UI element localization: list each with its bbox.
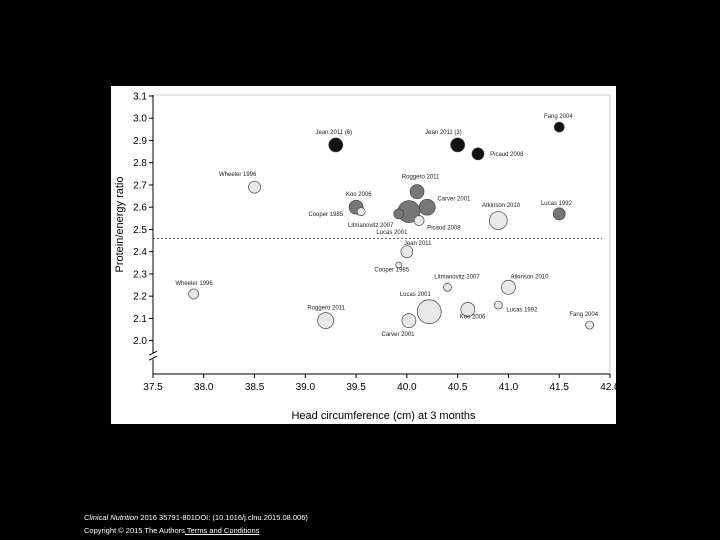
point-annotation: Roggero 2011	[307, 306, 345, 312]
x-tick-label: 40.5	[448, 382, 468, 393]
axis-break-gap	[149, 353, 157, 360]
y-tick-label: 3.1	[133, 92, 147, 103]
data-point	[395, 261, 403, 269]
y-tick-label: 2.0	[133, 336, 147, 347]
citation-line: Clinical Nutrition 2016 35791-801DOI: (1…	[84, 513, 308, 522]
y-tick-label: 2.4	[133, 247, 147, 258]
x-tick-label: 38.5	[245, 382, 265, 393]
y-tick-label: 2.8	[133, 158, 147, 169]
data-point	[443, 282, 452, 292]
data-point	[328, 137, 344, 153]
x-tick-label: 39.5	[346, 382, 366, 393]
point-annotation: Wheeler 1996	[219, 172, 257, 178]
data-point	[552, 207, 566, 221]
point-annotation: Jean 2011 (3)	[425, 130, 462, 136]
data-point	[488, 211, 508, 230]
point-annotation: Fang 2004	[544, 114, 573, 120]
y-tick-label: 2.5	[133, 225, 147, 236]
data-point	[501, 279, 516, 295]
point-annotation: Wheeler 1996	[175, 281, 213, 287]
copyright-line: Copyright © 2015 The Authors Terms and C…	[84, 526, 259, 535]
point-annotation: Lucas 1992	[506, 308, 538, 314]
y-tick-label: 2.6	[133, 203, 147, 214]
point-annotation: Atkinson 2010	[482, 203, 521, 209]
y-axis-label: Protein/energy ratio	[114, 177, 126, 273]
point-annotation: Roggero 2011	[402, 174, 440, 180]
data-point	[248, 180, 261, 194]
point-annotation: Lucas 1992	[541, 201, 573, 207]
point-annotation: Litmanovitz 2007	[348, 223, 394, 229]
x-tick-label: 41.5	[549, 382, 569, 393]
y-tick-label: 2.1	[133, 314, 147, 325]
data-point	[471, 147, 485, 161]
data-point	[585, 320, 595, 330]
data-point	[188, 288, 199, 300]
scatter-chart: 2.0 2.1 2.2 2.3 2.4 2.5 2.6 2.7 2.8 2.9 3.0 3.1 37.5…	[114, 92, 616, 423]
x-tick-label: 37.5	[143, 382, 163, 393]
x-tick-label: 42.0	[600, 382, 616, 393]
x-axis-label: Head circumference (cm) at 3 months	[291, 410, 476, 422]
data-point	[493, 300, 503, 310]
data-point	[416, 299, 442, 325]
data-point	[553, 121, 565, 133]
point-annotation: Lucas 2001	[376, 230, 408, 236]
point-annotation: Jean 2011 (6)	[315, 130, 352, 136]
axis-break-mark	[148, 355, 158, 361]
data-point	[460, 302, 476, 317]
x-tick-label: 38.0	[194, 382, 214, 393]
data-point	[393, 208, 405, 220]
point-annotation: Carver 2001	[382, 332, 416, 338]
chart-panel: 2.0 2.1 2.2 2.3 2.4 2.5 2.6 2.7 2.8 2.9 3.0 3.1 37.5…	[111, 86, 616, 424]
data-point	[401, 313, 417, 328]
terms-link[interactable]: Terms and Conditions	[184, 526, 260, 535]
citation-journal: Clinical Nutrition	[84, 513, 139, 522]
data-point	[356, 207, 366, 216]
axis-break-mark	[148, 350, 158, 356]
y-tick-label: 2.3	[133, 269, 147, 280]
data-point	[409, 184, 425, 199]
data-point	[418, 198, 436, 216]
point-annotation: Litmanovitz 2007	[434, 274, 480, 280]
point-annotation: Cooper 1985	[308, 212, 343, 218]
y-tick-label: 2.9	[133, 136, 147, 147]
data-point	[317, 312, 334, 329]
x-tick-label: 41.0	[499, 382, 519, 393]
point-annotation: Jean 2011	[404, 241, 432, 247]
point-annotation: Fang 2004	[569, 312, 598, 318]
point-annotation: Picaud 2008	[490, 152, 524, 158]
x-tick-label: 40.0	[397, 382, 417, 393]
point-annotation: Koo 2006	[460, 314, 486, 320]
data-point	[400, 245, 414, 259]
point-annotation: Lucas 2001	[400, 292, 432, 298]
data-point	[413, 215, 425, 226]
y-tick-label: 2.2	[133, 292, 147, 303]
point-annotation: Koo 2006	[346, 192, 372, 198]
data-point	[450, 137, 466, 153]
x-tick-label: 39.0	[296, 382, 316, 393]
y-tick-label: 3.0	[133, 114, 147, 125]
citation-details: 2016 35791-801DOI: (10.1016/j.clnu.2015.…	[138, 513, 308, 522]
y-tick-label: 2.7	[133, 180, 147, 191]
copyright-text: Copyright © 2015 The Authors	[84, 526, 185, 535]
point-annotation: Picaud 2008	[427, 225, 461, 231]
point-annotation: Cooper 1985	[374, 268, 409, 274]
point-annotation: Carver 2001	[437, 197, 471, 203]
point-annotation: Atkinson 2010	[510, 274, 549, 280]
